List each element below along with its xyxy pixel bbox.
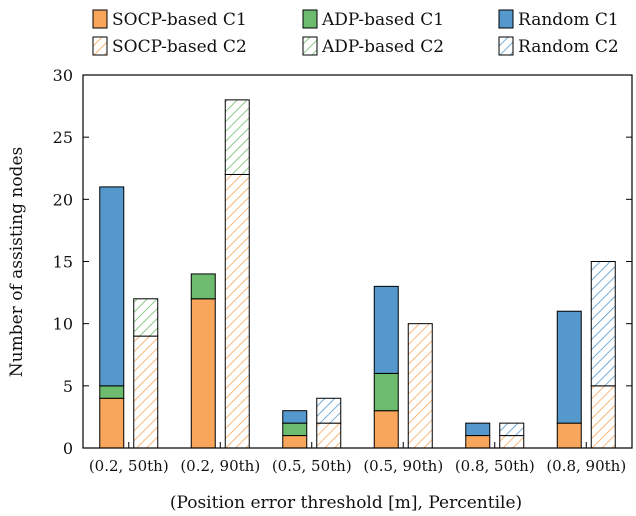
legend-label: ADP-based C2: [321, 37, 444, 57]
bar-segment: [99, 385, 125, 399]
bar-segment: [590, 261, 616, 387]
bar-segment: [190, 298, 216, 449]
y-tick-label: 30: [53, 66, 73, 85]
legend-label: SOCP-based C2: [112, 37, 247, 57]
bar-segment: [373, 410, 399, 449]
bar-segment: [590, 385, 616, 449]
bar-segment: [282, 410, 308, 424]
x-tick-label: (0.8, 50th): [455, 457, 535, 475]
legend-swatch: [302, 36, 318, 56]
bars: [99, 99, 616, 449]
legend-swatch: [498, 36, 514, 56]
x-tick-label: (0.2, 90th): [180, 457, 260, 475]
y-tick-label: 20: [53, 190, 73, 209]
bar-segment: [224, 173, 250, 449]
y-tick-label: 25: [53, 128, 73, 147]
bar-segment: [133, 298, 159, 337]
legend-swatch: [92, 9, 108, 29]
bar-segment: [282, 422, 308, 437]
legend-label: Random C1: [518, 10, 619, 30]
bar-segment: [190, 273, 216, 300]
bar-segment: [499, 422, 525, 437]
legend-label: ADP-based C1: [321, 10, 444, 30]
bar-segment: [556, 310, 582, 424]
y-tick-label: 10: [53, 315, 73, 334]
y-axis-label: Number of assisting nodes: [7, 147, 27, 377]
bar-segment: [465, 422, 491, 437]
bar-segment: [499, 435, 525, 449]
legend-label: SOCP-based C1: [112, 10, 247, 30]
legend-swatch: [92, 36, 108, 56]
bar-segment: [373, 285, 399, 374]
plot-frame: [82, 74, 633, 449]
bar-segment: [316, 397, 342, 424]
bar-segment: [316, 422, 342, 449]
legend-swatch: [302, 9, 318, 29]
x-axis-label: (Position error threshold [m], Percentil…: [170, 493, 522, 513]
x-tick-label: (0.2, 50th): [89, 457, 169, 475]
bar-segment: [224, 99, 250, 175]
y-tick-label: 5: [63, 377, 73, 396]
bar-segment: [465, 435, 491, 449]
y-tick-label: 0: [63, 439, 73, 458]
bar-segment: [556, 422, 582, 449]
bar-segment: [99, 186, 125, 387]
bar-segment: [282, 435, 308, 449]
bar-segment: [373, 372, 399, 412]
legend: SOCP-based C1 ADP-based C1 Random C1 SOCP-b…: [92, 9, 619, 57]
axes: 0 5 10 15 20 25 30 (0.2, 50th) (0.2, 90th) (0.5, …: [53, 66, 633, 475]
x-tick-label: (0.5, 90th): [363, 457, 443, 475]
bar-segment: [407, 323, 433, 449]
legend-swatch: [498, 9, 514, 29]
x-tick-label: (0.8, 90th): [546, 457, 626, 475]
x-tick-label: (0.5, 50th): [272, 457, 352, 475]
y-tick-label: 15: [53, 253, 73, 272]
bar-segment: [133, 335, 159, 449]
legend-label: Random C2: [518, 37, 619, 57]
bar-segment: [99, 397, 125, 449]
